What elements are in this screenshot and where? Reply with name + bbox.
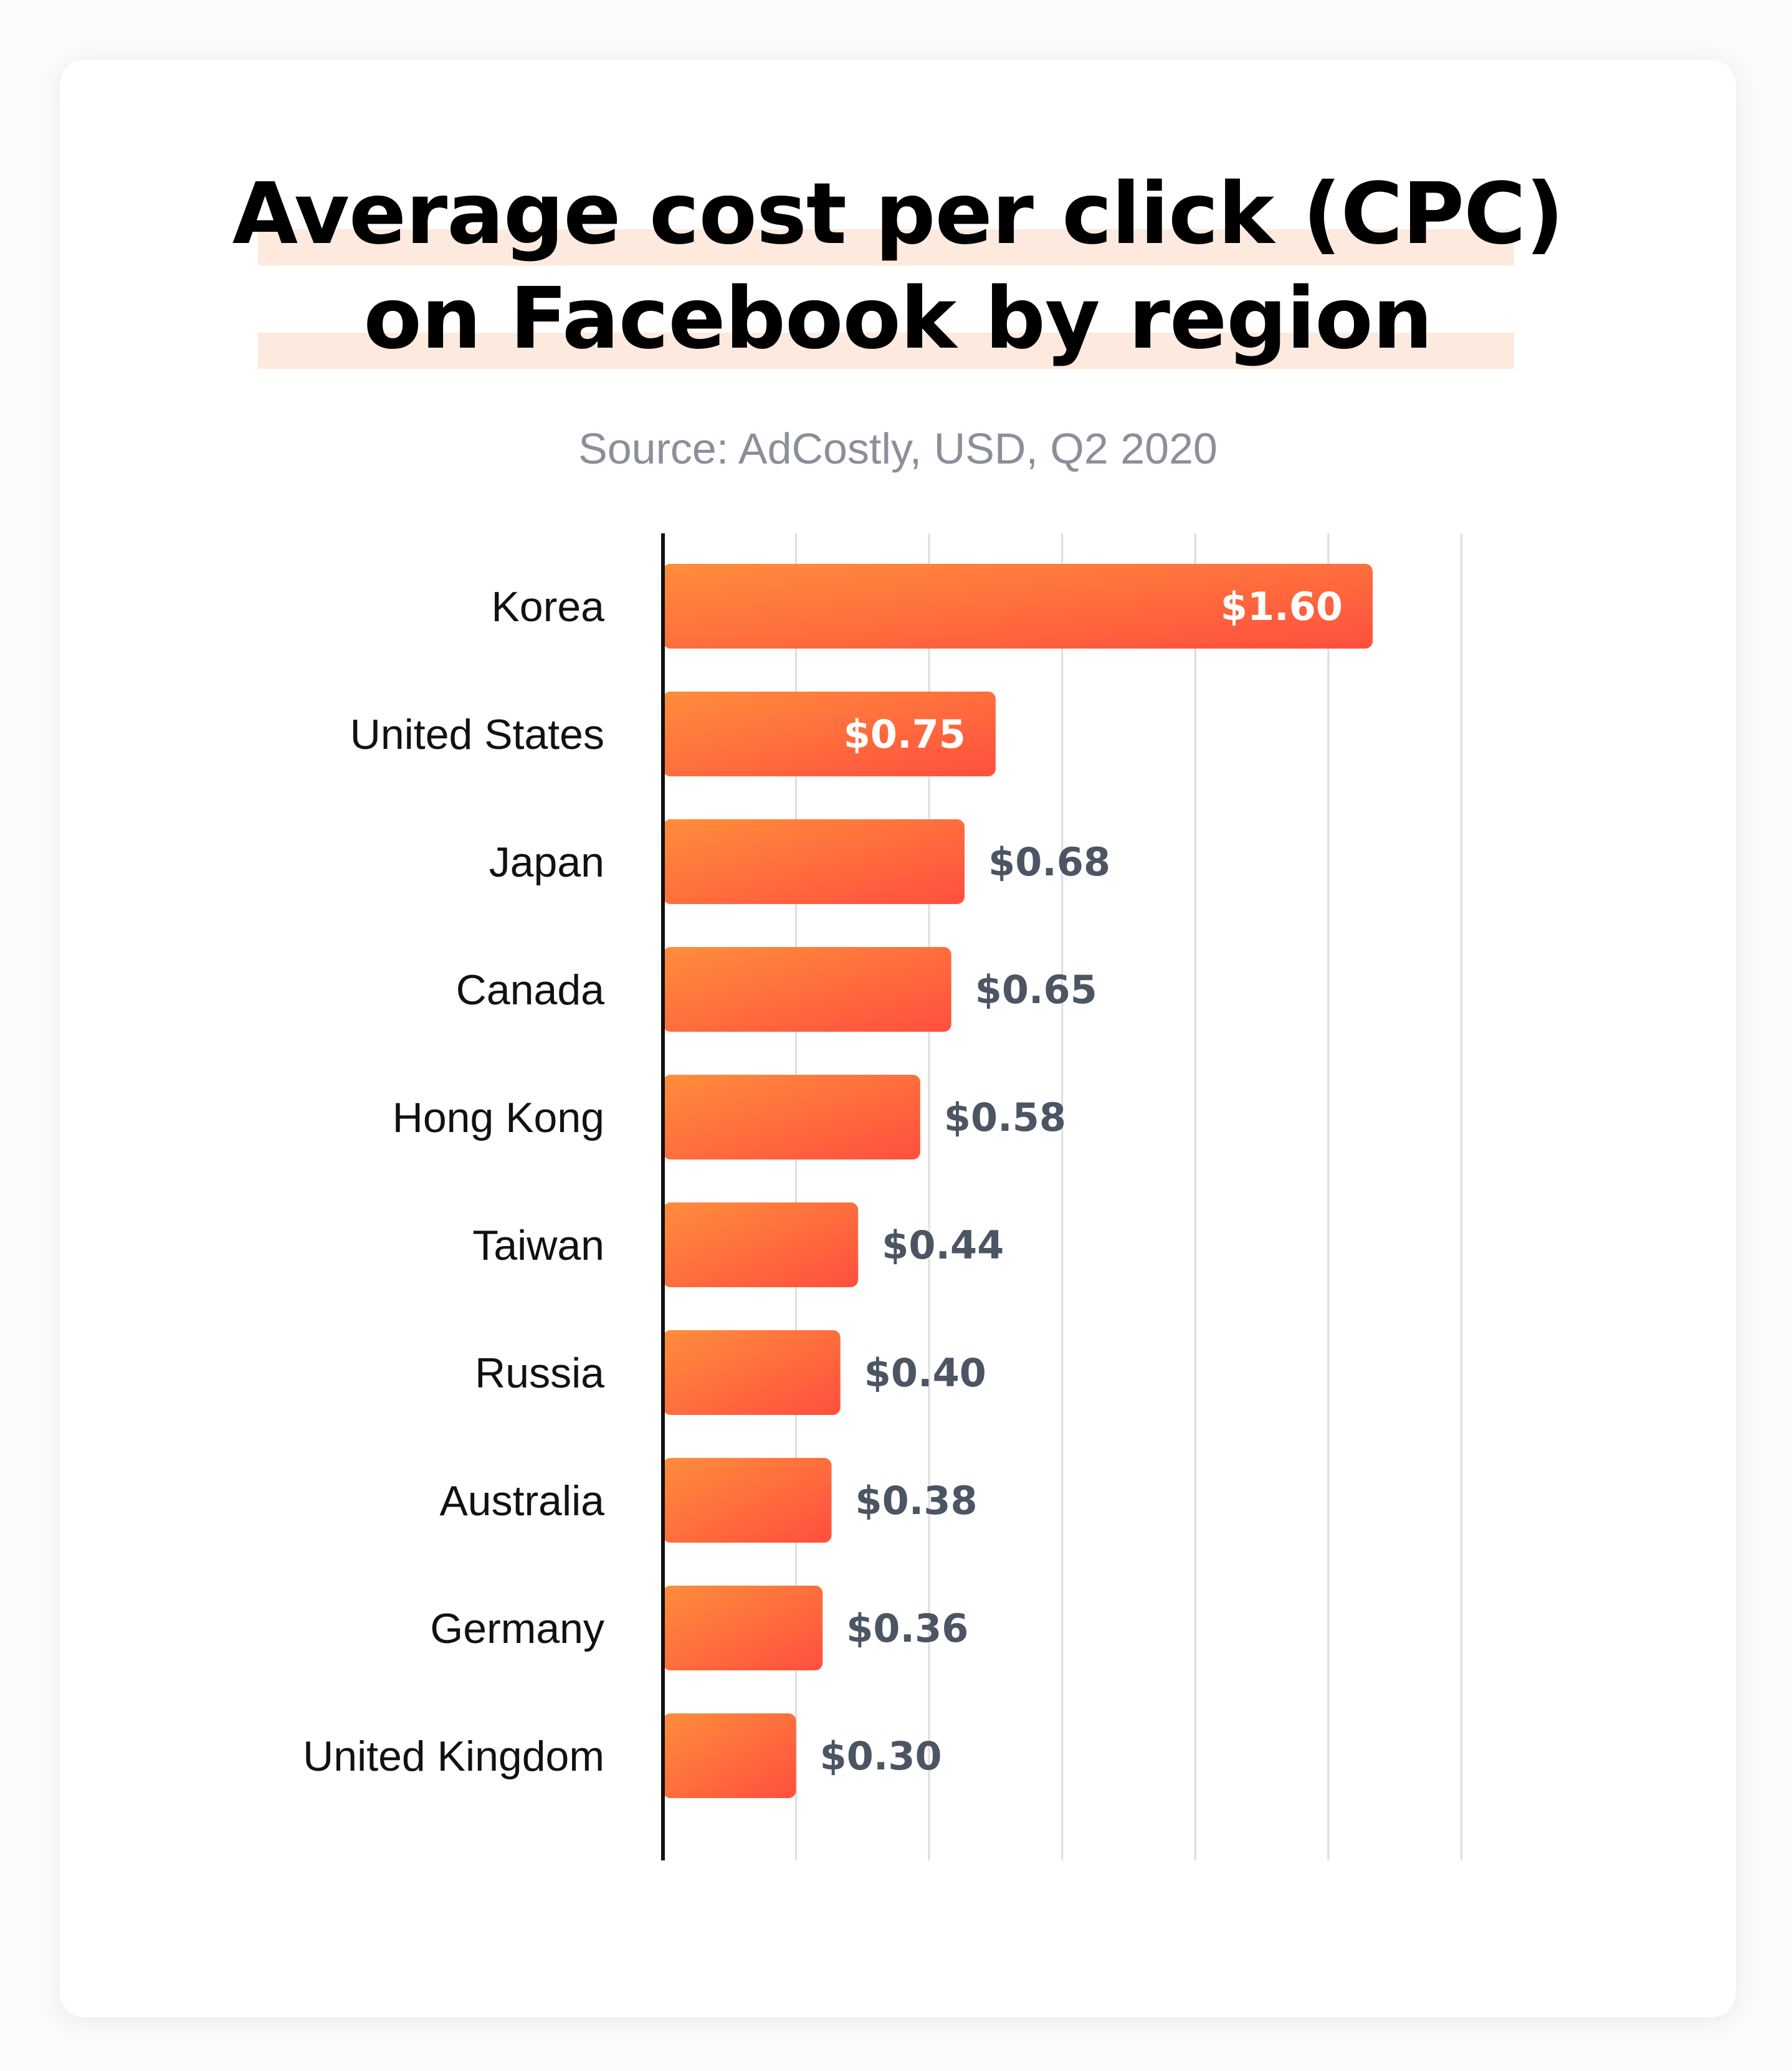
bar-chart: Korea United States Japan Canada Hong Kong Ta…: [303, 533, 1462, 1860]
category-label: Canada: [456, 966, 604, 1014]
chart-title-line-1: Average cost per click (CPC): [232, 165, 1564, 264]
chart-card: Average cost per click (CPC) on Facebook…: [60, 60, 1736, 2017]
bars: [663, 564, 1373, 1798]
category-label: Russia: [475, 1350, 604, 1397]
bar: [663, 1075, 920, 1159]
category-label: Taiwan: [472, 1222, 604, 1269]
category-label: Korea: [492, 583, 605, 631]
bar: [663, 564, 1373, 649]
chart-subtitle: Source: AdCostly, USD, Q2 2020: [578, 424, 1218, 473]
category-label: United Kingdom: [303, 1733, 604, 1780]
category-label: Hong Kong: [393, 1094, 604, 1141]
bar: [663, 819, 965, 904]
category-labels: Korea United States Japan Canada Hong Kong Ta…: [303, 583, 604, 1780]
bar: [663, 1458, 832, 1543]
title-highlight-2: [258, 333, 1514, 369]
bar: [663, 947, 951, 1032]
value-label: $0.58: [944, 1095, 1066, 1140]
category-label: Japan: [489, 839, 604, 886]
chart-title-line-2: on Facebook by region: [363, 270, 1432, 368]
bar: [663, 1586, 823, 1670]
bar: [663, 1330, 841, 1415]
bar: [663, 1713, 796, 1798]
value-label: $0.75: [844, 712, 966, 757]
value-label: $0.30: [820, 1733, 942, 1779]
bar: [663, 692, 996, 776]
value-label: $0.68: [988, 839, 1110, 885]
title-highlight-1: [258, 229, 1514, 265]
value-label: $0.38: [855, 1478, 978, 1523]
value-label: $0.36: [846, 1606, 968, 1651]
value-label: $1.60: [1221, 584, 1343, 629]
category-label: Germany: [430, 1605, 604, 1652]
category-label: Australia: [439, 1477, 604, 1525]
value-label: $0.40: [864, 1350, 986, 1396]
value-label: $0.44: [882, 1222, 1004, 1268]
category-label: United States: [350, 711, 604, 758]
bar: [663, 1202, 859, 1287]
value-label: $0.65: [975, 967, 1097, 1012]
value-labels: $1.60 $0.75 $0.68 $0.65 $0.58 $0.44 $0.40 $0.38…: [820, 584, 1343, 1779]
